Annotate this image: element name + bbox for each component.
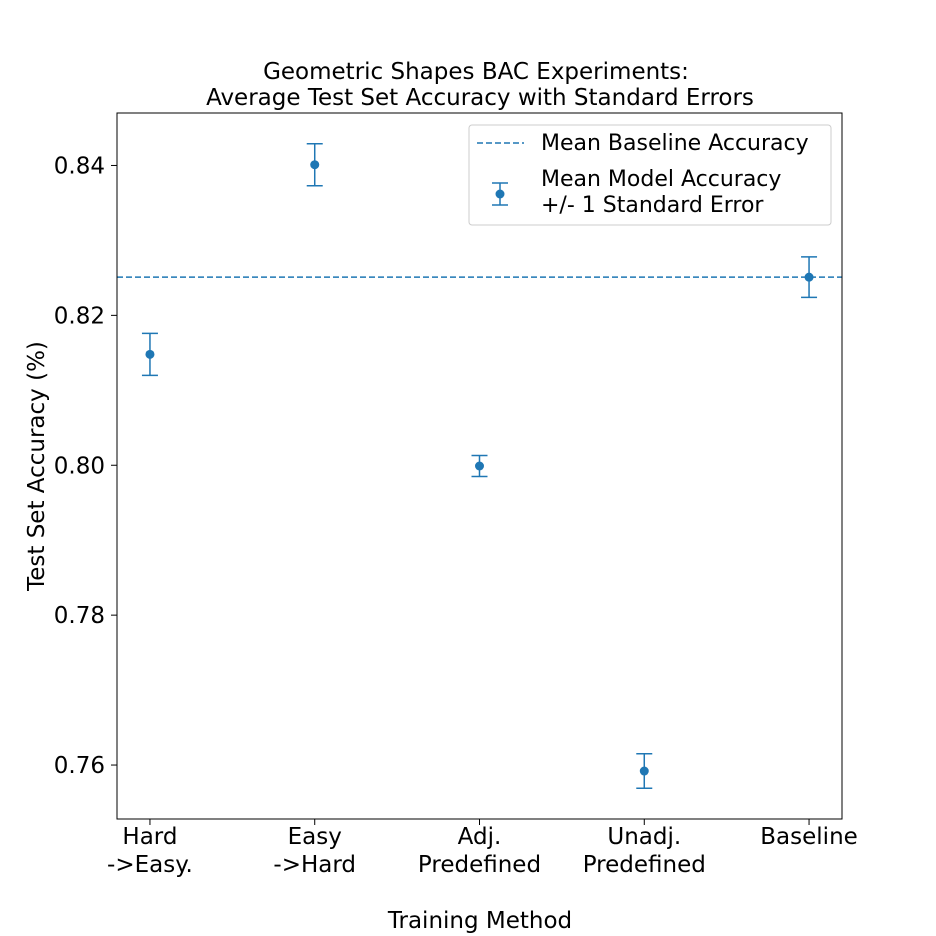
chart-title-line2: Average Test Set Accuracy with Standard … xyxy=(206,85,754,111)
legend-entry-baseline: Mean Baseline Accuracy xyxy=(541,131,809,156)
y-tick-label: 0.80 xyxy=(54,453,105,479)
x-tick-label-line2: ->Easy. xyxy=(107,852,193,878)
data-point xyxy=(804,272,814,282)
plot-area: 0.76 0.78 0.80 0.82 0.84 Hard->Easy. Easy->Har… xyxy=(54,142,858,878)
chart-title-line1: Geometric Shapes BAC Experiments: xyxy=(263,59,689,85)
y-tick-label: 0.76 xyxy=(54,753,105,779)
legend-marker xyxy=(495,189,505,199)
legend-box xyxy=(468,124,832,226)
x-axis-label: Training Method xyxy=(387,908,572,934)
x-tick-label-line2: ->Hard xyxy=(273,852,356,878)
y-tick-label: 0.84 xyxy=(54,153,105,179)
x-tick-label: Adj. xyxy=(458,824,502,850)
data-point xyxy=(639,766,649,776)
data-point xyxy=(475,461,484,471)
x-tick-label: Baseline xyxy=(760,824,858,850)
x-tick-label: Hard xyxy=(122,824,177,850)
y-tick-label: 0.82 xyxy=(54,303,105,329)
y-tick-label: 0.78 xyxy=(54,603,105,629)
plot-frame xyxy=(116,112,843,820)
x-tick-label: Easy xyxy=(288,824,342,850)
x-tick-label-line2: Predefined xyxy=(418,852,541,878)
x-tick-label-line2: Predefined xyxy=(583,852,706,878)
legend: Mean Baseline Accuracy Mean Model Accura… xyxy=(468,124,832,226)
x-tick-label: Unadj. xyxy=(607,824,681,850)
data-point xyxy=(145,349,155,359)
data-point xyxy=(310,160,320,170)
legend-entry-model-line1: Mean Model Accuracy xyxy=(541,167,781,192)
legend-entry-model-line2: +/- 1 Standard Error xyxy=(541,193,764,218)
y-axis-label: Test Set Accuracy (%) xyxy=(24,341,50,592)
